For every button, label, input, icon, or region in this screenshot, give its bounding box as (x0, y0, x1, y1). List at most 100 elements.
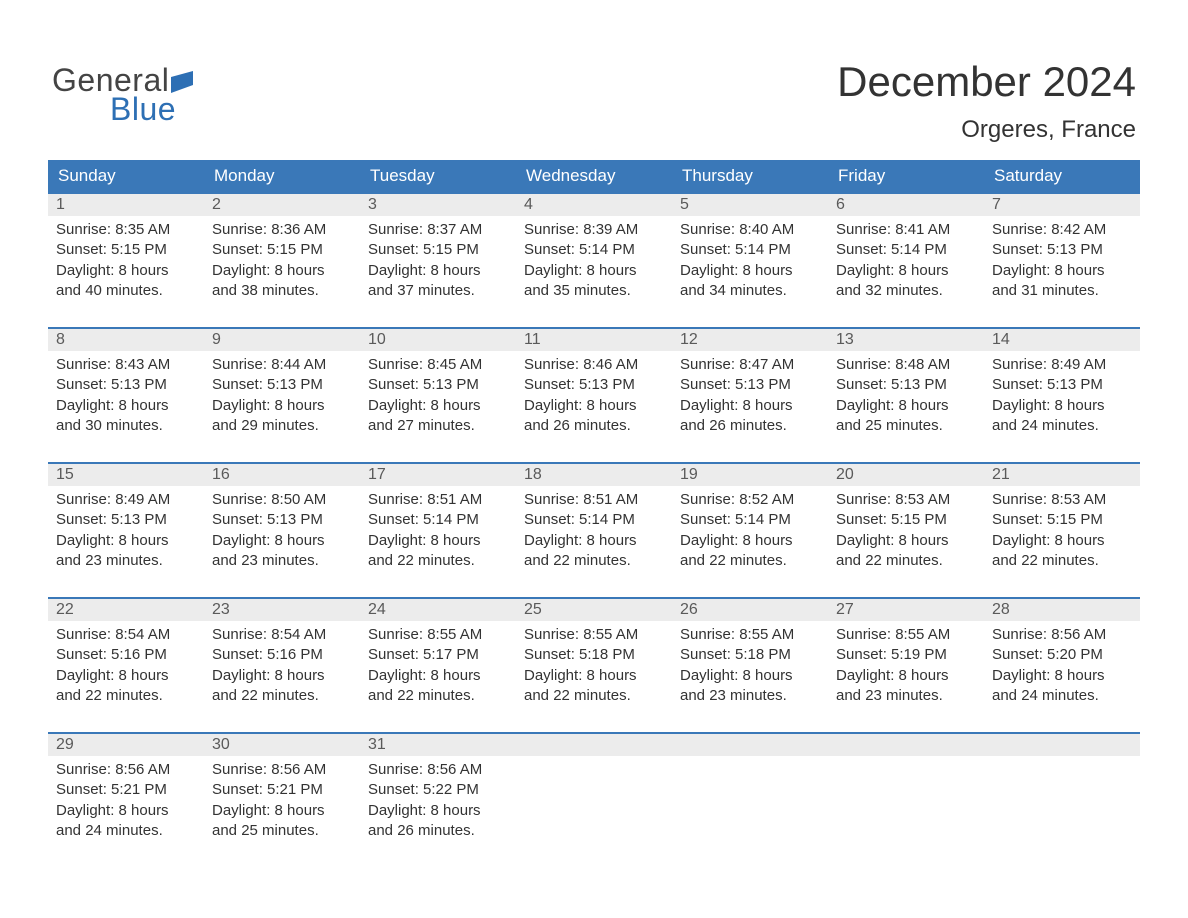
day-number: 16 (204, 464, 360, 486)
sunrise-line: Sunrise: 8:36 AM (212, 220, 354, 240)
calendar: Sunday Monday Tuesday Wednesday Thursday… (48, 160, 1140, 845)
sunrise-line: Sunrise: 8:46 AM (524, 355, 666, 375)
daylight-line-2: and 30 minutes. (56, 416, 198, 436)
day-number: 24 (360, 599, 516, 621)
day-cell: Sunrise: 8:48 AMSunset: 5:13 PMDaylight:… (828, 351, 984, 440)
sunrise-line: Sunrise: 8:53 AM (836, 490, 978, 510)
day-number: 20 (828, 464, 984, 486)
sunrise-line: Sunrise: 8:39 AM (524, 220, 666, 240)
day-cell (672, 756, 828, 845)
daylight-line-2: and 22 minutes. (368, 686, 510, 706)
sunrise-line: Sunrise: 8:49 AM (56, 490, 198, 510)
daynum-row: 1234567 (48, 194, 1140, 216)
day-number: 9 (204, 329, 360, 351)
day-number: 28 (984, 599, 1140, 621)
sunrise-line: Sunrise: 8:53 AM (992, 490, 1134, 510)
calendar-week: 891011121314Sunrise: 8:43 AMSunset: 5:13… (48, 327, 1140, 440)
day-header-sat: Saturday (984, 160, 1140, 192)
daylight-line-1: Daylight: 8 hours (212, 531, 354, 551)
daylight-line-1: Daylight: 8 hours (836, 531, 978, 551)
sunrise-line: Sunrise: 8:55 AM (524, 625, 666, 645)
day-header-fri: Friday (828, 160, 984, 192)
logo-flag-icon (171, 71, 199, 93)
daylight-line-2: and 40 minutes. (56, 281, 198, 301)
daylight-line-1: Daylight: 8 hours (524, 531, 666, 551)
sunrise-line: Sunrise: 8:56 AM (212, 760, 354, 780)
location: Orgeres, France (837, 116, 1136, 144)
day-number: 18 (516, 464, 672, 486)
sunset-line: Sunset: 5:15 PM (368, 240, 510, 260)
day-number (672, 734, 828, 756)
daylight-line-2: and 22 minutes. (524, 551, 666, 571)
daylight-line-2: and 22 minutes. (680, 551, 822, 571)
daylight-line-2: and 25 minutes. (212, 821, 354, 841)
sunrise-line: Sunrise: 8:35 AM (56, 220, 198, 240)
day-number: 10 (360, 329, 516, 351)
day-cell: Sunrise: 8:43 AMSunset: 5:13 PMDaylight:… (48, 351, 204, 440)
sunrise-line: Sunrise: 8:42 AM (992, 220, 1134, 240)
day-number: 19 (672, 464, 828, 486)
day-number: 17 (360, 464, 516, 486)
day-cell: Sunrise: 8:51 AMSunset: 5:14 PMDaylight:… (360, 486, 516, 575)
day-number: 30 (204, 734, 360, 756)
daylight-line-1: Daylight: 8 hours (992, 666, 1134, 686)
sunset-line: Sunset: 5:14 PM (680, 510, 822, 530)
logo-word-blue: Blue (110, 91, 176, 128)
daylight-line-2: and 24 minutes. (56, 821, 198, 841)
sunrise-line: Sunrise: 8:56 AM (992, 625, 1134, 645)
daylight-line-1: Daylight: 8 hours (680, 396, 822, 416)
day-header-wed: Wednesday (516, 160, 672, 192)
daynum-row: 891011121314 (48, 329, 1140, 351)
sunset-line: Sunset: 5:13 PM (524, 375, 666, 395)
daylight-line-1: Daylight: 8 hours (836, 666, 978, 686)
sunset-line: Sunset: 5:20 PM (992, 645, 1134, 665)
day-number: 27 (828, 599, 984, 621)
daylight-line-1: Daylight: 8 hours (56, 261, 198, 281)
day-number: 15 (48, 464, 204, 486)
day-header-tue: Tuesday (360, 160, 516, 192)
day-number: 13 (828, 329, 984, 351)
daylight-line-1: Daylight: 8 hours (524, 396, 666, 416)
day-number (984, 734, 1140, 756)
daylight-line-1: Daylight: 8 hours (368, 531, 510, 551)
daylight-line-1: Daylight: 8 hours (368, 801, 510, 821)
sunset-line: Sunset: 5:16 PM (56, 645, 198, 665)
sunset-line: Sunset: 5:16 PM (212, 645, 354, 665)
daylight-line-2: and 25 minutes. (836, 416, 978, 436)
day-number: 23 (204, 599, 360, 621)
sunset-line: Sunset: 5:17 PM (368, 645, 510, 665)
sunrise-line: Sunrise: 8:56 AM (368, 760, 510, 780)
sunrise-line: Sunrise: 8:49 AM (992, 355, 1134, 375)
daylight-line-2: and 26 minutes. (524, 416, 666, 436)
day-number: 8 (48, 329, 204, 351)
day-cell: Sunrise: 8:54 AMSunset: 5:16 PMDaylight:… (48, 621, 204, 710)
sunrise-line: Sunrise: 8:55 AM (680, 625, 822, 645)
day-cell: Sunrise: 8:36 AMSunset: 5:15 PMDaylight:… (204, 216, 360, 305)
day-number: 4 (516, 194, 672, 216)
daylight-line-1: Daylight: 8 hours (56, 531, 198, 551)
sunrise-line: Sunrise: 8:37 AM (368, 220, 510, 240)
sunset-line: Sunset: 5:14 PM (680, 240, 822, 260)
sunset-line: Sunset: 5:13 PM (212, 510, 354, 530)
day-number: 21 (984, 464, 1140, 486)
sunrise-line: Sunrise: 8:44 AM (212, 355, 354, 375)
day-cell: Sunrise: 8:46 AMSunset: 5:13 PMDaylight:… (516, 351, 672, 440)
sunrise-line: Sunrise: 8:54 AM (212, 625, 354, 645)
daylight-line-2: and 23 minutes. (836, 686, 978, 706)
sunset-line: Sunset: 5:13 PM (992, 240, 1134, 260)
sunrise-line: Sunrise: 8:48 AM (836, 355, 978, 375)
sunrise-line: Sunrise: 8:52 AM (680, 490, 822, 510)
daylight-line-2: and 22 minutes. (368, 551, 510, 571)
sunset-line: Sunset: 5:13 PM (212, 375, 354, 395)
sunset-line: Sunset: 5:15 PM (992, 510, 1134, 530)
day-cell: Sunrise: 8:53 AMSunset: 5:15 PMDaylight:… (984, 486, 1140, 575)
page-title: December 2024 (837, 58, 1136, 106)
sunset-line: Sunset: 5:18 PM (524, 645, 666, 665)
daylight-line-1: Daylight: 8 hours (524, 666, 666, 686)
daylight-line-1: Daylight: 8 hours (56, 801, 198, 821)
sunrise-line: Sunrise: 8:51 AM (524, 490, 666, 510)
sunset-line: Sunset: 5:14 PM (836, 240, 978, 260)
day-cell: Sunrise: 8:37 AMSunset: 5:15 PMDaylight:… (360, 216, 516, 305)
calendar-day-header: Sunday Monday Tuesday Wednesday Thursday… (48, 160, 1140, 192)
day-cell: Sunrise: 8:35 AMSunset: 5:15 PMDaylight:… (48, 216, 204, 305)
